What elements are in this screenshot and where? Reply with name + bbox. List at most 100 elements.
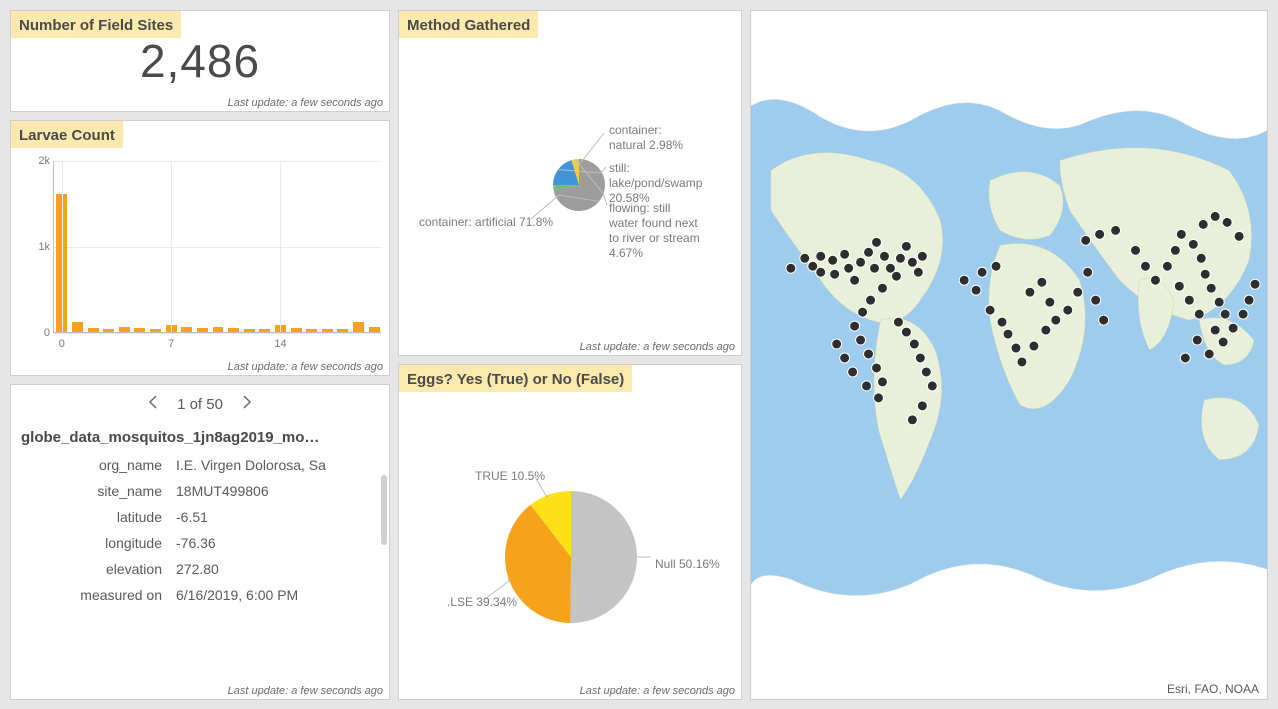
- map-site-dot[interactable]: [1017, 357, 1027, 367]
- map-site-dot[interactable]: [832, 339, 842, 349]
- pie-slice[interactable]: [570, 491, 637, 623]
- map-site-dot[interactable]: [866, 295, 876, 305]
- map-site-dot[interactable]: [1081, 235, 1091, 245]
- map-site-dot[interactable]: [917, 401, 927, 411]
- map-site-dot[interactable]: [997, 317, 1007, 327]
- pager-next-icon[interactable]: [227, 395, 267, 413]
- map-site-dot[interactable]: [850, 275, 860, 285]
- map-site-dot[interactable]: [921, 367, 931, 377]
- hist-bar[interactable]: [228, 328, 239, 332]
- map-site-dot[interactable]: [1111, 225, 1121, 235]
- map-site-dot[interactable]: [1003, 329, 1013, 339]
- map-site-dot[interactable]: [893, 317, 903, 327]
- map-site-dot[interactable]: [991, 261, 1001, 271]
- map-site-dot[interactable]: [1196, 253, 1206, 263]
- map-site-dot[interactable]: [1029, 341, 1039, 351]
- map-site-dot[interactable]: [1063, 305, 1073, 315]
- map-site-dot[interactable]: [872, 237, 882, 247]
- map-site-dot[interactable]: [1234, 231, 1244, 241]
- map-site-dot[interactable]: [915, 353, 925, 363]
- scrollbar-thumb[interactable]: [381, 475, 387, 545]
- hist-bar[interactable]: [197, 328, 208, 332]
- map-site-dot[interactable]: [786, 263, 796, 273]
- hist-bar[interactable]: [306, 329, 317, 332]
- map-site-dot[interactable]: [1200, 269, 1210, 279]
- hist-bar[interactable]: [181, 327, 192, 332]
- map-site-dot[interactable]: [1099, 315, 1109, 325]
- hist-bar[interactable]: [103, 329, 114, 332]
- map-site-dot[interactable]: [901, 327, 911, 337]
- map-site-dot[interactable]: [1011, 343, 1021, 353]
- map-site-dot[interactable]: [1140, 261, 1150, 271]
- eggs-pie-chart[interactable]: Null 50.16%.LSE 39.34%TRUE 10.5%: [399, 399, 741, 677]
- hist-bar[interactable]: [134, 328, 145, 332]
- map-site-dot[interactable]: [870, 263, 880, 273]
- hist-bar[interactable]: [72, 322, 83, 332]
- map-site-dot[interactable]: [1244, 295, 1254, 305]
- map-site-dot[interactable]: [1174, 281, 1184, 291]
- map-site-dot[interactable]: [959, 275, 969, 285]
- map-site-dot[interactable]: [800, 253, 810, 263]
- map-site-dot[interactable]: [830, 269, 840, 279]
- map-site-dot[interactable]: [977, 267, 987, 277]
- map-site-dot[interactable]: [913, 267, 923, 277]
- hist-bar[interactable]: [150, 329, 161, 332]
- map-site-dot[interactable]: [828, 255, 838, 265]
- map-site-dot[interactable]: [1037, 277, 1047, 287]
- map-site-dot[interactable]: [840, 353, 850, 363]
- map-site-dot[interactable]: [816, 267, 826, 277]
- map-site-dot[interactable]: [1210, 325, 1220, 335]
- map-site-dot[interactable]: [1204, 349, 1214, 359]
- map-site-dot[interactable]: [840, 249, 850, 259]
- map-site-dot[interactable]: [909, 339, 919, 349]
- map-site-dot[interactable]: [1220, 309, 1230, 319]
- map-site-dot[interactable]: [927, 381, 937, 391]
- map-site-dot[interactable]: [907, 415, 917, 425]
- map-site-dot[interactable]: [1222, 217, 1232, 227]
- map-site-dot[interactable]: [1045, 297, 1055, 307]
- map-site-dot[interactable]: [1091, 295, 1101, 305]
- hist-bar[interactable]: [353, 322, 364, 332]
- map-site-dot[interactable]: [1218, 337, 1228, 347]
- map-site-dot[interactable]: [1083, 267, 1093, 277]
- map-site-dot[interactable]: [1210, 211, 1220, 221]
- map-site-dot[interactable]: [856, 335, 866, 345]
- map-site-dot[interactable]: [856, 257, 866, 267]
- map-site-dot[interactable]: [880, 251, 890, 261]
- hist-bar[interactable]: [244, 329, 255, 332]
- map-site-dot[interactable]: [850, 321, 860, 331]
- map-site-dot[interactable]: [985, 305, 995, 315]
- hist-bar[interactable]: [119, 327, 130, 332]
- map-site-dot[interactable]: [1170, 245, 1180, 255]
- map-site-dot[interactable]: [901, 241, 911, 251]
- map-site-dot[interactable]: [1176, 229, 1186, 239]
- map-site-dot[interactable]: [858, 307, 868, 317]
- map-site-dot[interactable]: [1238, 309, 1248, 319]
- map-site-dot[interactable]: [878, 283, 888, 293]
- world-map[interactable]: [751, 11, 1267, 699]
- hist-bar[interactable]: [88, 328, 99, 332]
- map-site-dot[interactable]: [1214, 297, 1224, 307]
- map-site-dot[interactable]: [1198, 219, 1208, 229]
- map-site-dot[interactable]: [1184, 295, 1194, 305]
- scrollbar[interactable]: [381, 475, 387, 679]
- larvae-histogram[interactable]: 01k2k0714: [53, 161, 379, 331]
- map-site-dot[interactable]: [864, 247, 874, 257]
- map-site-dot[interactable]: [1041, 325, 1051, 335]
- map-site-dot[interactable]: [844, 263, 854, 273]
- map-site-dot[interactable]: [971, 285, 981, 295]
- hist-bar[interactable]: [259, 329, 270, 332]
- map-site-dot[interactable]: [862, 381, 872, 391]
- map-site-dot[interactable]: [907, 257, 917, 267]
- map-site-dot[interactable]: [1073, 287, 1083, 297]
- map-site-dot[interactable]: [878, 377, 888, 387]
- map-site-dot[interactable]: [1051, 315, 1061, 325]
- map-site-dot[interactable]: [816, 251, 826, 261]
- map-site-dot[interactable]: [1150, 275, 1160, 285]
- map-site-dot[interactable]: [891, 271, 901, 281]
- hist-bar[interactable]: [213, 327, 224, 332]
- map-site-dot[interactable]: [917, 251, 927, 261]
- map-site-dot[interactable]: [848, 367, 858, 377]
- map-site-dot[interactable]: [1206, 283, 1216, 293]
- map-site-dot[interactable]: [1095, 229, 1105, 239]
